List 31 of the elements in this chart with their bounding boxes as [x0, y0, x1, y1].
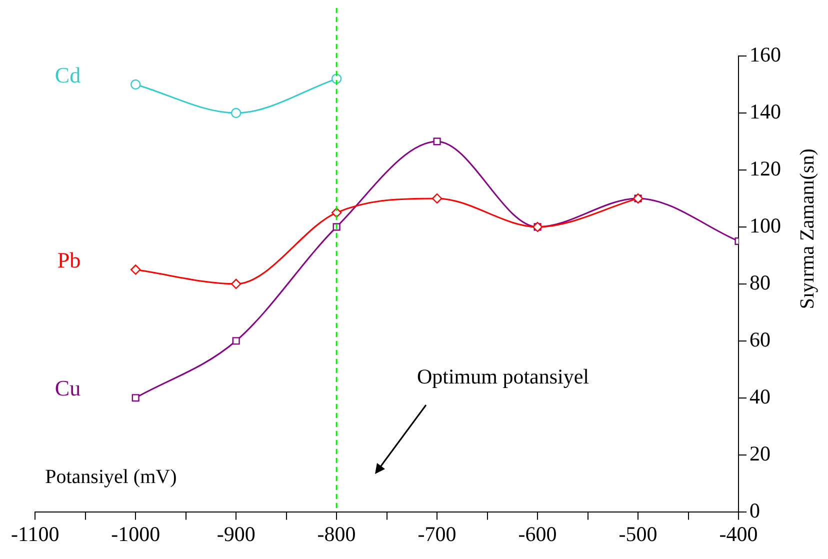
y-tick-label: 160: [750, 42, 781, 67]
point: [232, 337, 240, 345]
x-axis-title: Potansiyel (mV): [45, 466, 177, 488]
annotation: Optimum potansiyel: [416, 364, 590, 388]
text: Pb: [57, 247, 81, 272]
x-tick-label: -800: [317, 522, 356, 546]
x-tick-label: -1000: [111, 522, 160, 546]
y-tick-label: 60: [750, 327, 770, 352]
y-tick-label: 20: [750, 441, 770, 466]
x-tick-label: -900: [216, 522, 256, 546]
point: [230, 278, 242, 289]
point: [132, 394, 140, 402]
point: [130, 264, 141, 275]
x-tick-label: -1100: [11, 522, 60, 546]
text: Cd: [54, 62, 81, 88]
x-tick-label: -600: [518, 522, 557, 546]
y-tick-label: 100: [750, 213, 781, 238]
y-tick-label: 120: [750, 156, 781, 180]
y-tick-label: 140: [750, 99, 781, 124]
y-axis-title: Sıyırma Zamanı(sn): [796, 148, 818, 310]
y-tick-label: 0: [750, 498, 760, 522]
y-tick-label: 80: [750, 270, 770, 294]
point: [432, 193, 442, 204]
x-tick-label: -400: [719, 522, 758, 546]
point: [130, 79, 141, 90]
x-tick-label: -500: [618, 522, 658, 546]
text: Cu: [54, 376, 81, 401]
x-tick-label: -700: [418, 522, 456, 546]
y-tick-label: 40: [750, 384, 770, 408]
point: [230, 108, 242, 118]
point: [433, 138, 441, 146]
